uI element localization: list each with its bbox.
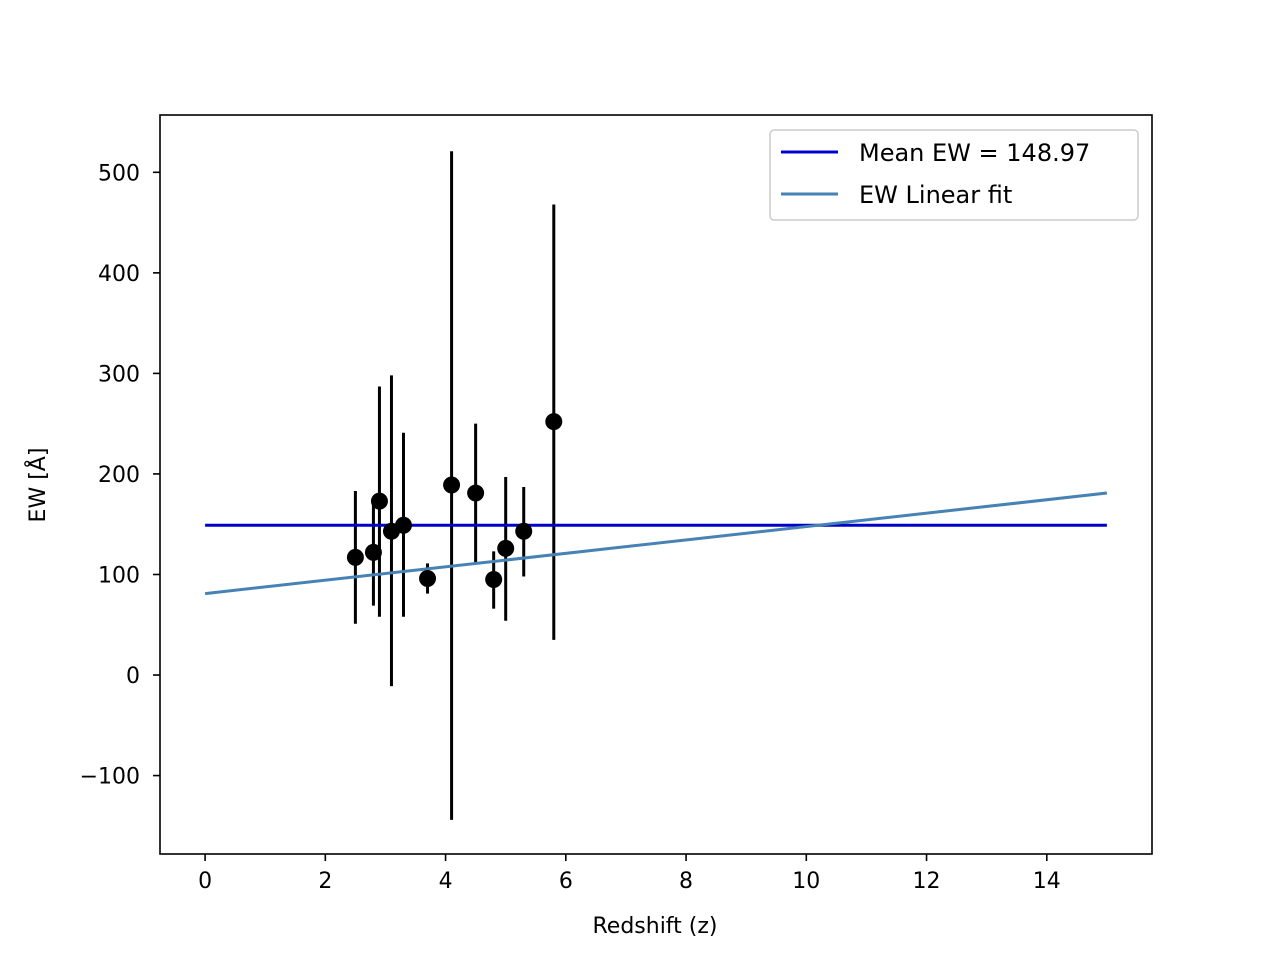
data-point (497, 539, 515, 557)
data-point (467, 484, 485, 502)
linear-fit-line (204, 491, 1108, 596)
y-tick-label: 400 (98, 262, 140, 287)
data-point (419, 570, 437, 588)
x-tick-label: 2 (318, 869, 332, 894)
y-tick-label: −100 (80, 765, 140, 790)
legend: Mean EW = 148.97 EW Linear fit (769, 129, 1139, 221)
data-point (515, 522, 533, 540)
x-tick-label: 10 (792, 869, 820, 894)
data-point (346, 548, 364, 566)
y-tick-label: 300 (98, 362, 140, 387)
x-tick-label: 0 (198, 869, 212, 894)
legend-label-mean-ew: Mean EW = 148.97 (859, 139, 1090, 167)
x-tick-label: 14 (1033, 869, 1061, 894)
x-tick-label: 4 (439, 869, 453, 894)
y-axis-label: EW [Å] (24, 448, 51, 523)
y-tick-label: 500 (98, 161, 140, 186)
x-tick-label: 12 (913, 869, 941, 894)
data-point (370, 492, 388, 510)
x-axis: 0 2 4 6 8 10 12 14 (198, 854, 1061, 894)
axes-frame (159, 114, 1153, 855)
legend-label-linear-fit: EW Linear fit (859, 181, 1012, 209)
x-tick-label: 8 (679, 869, 693, 894)
y-tick-label: 200 (98, 463, 140, 488)
x-tick-label: 6 (559, 869, 573, 894)
legend-box (769, 129, 1139, 221)
plot-area (204, 151, 1108, 820)
x-axis-label: Redshift (z) (592, 914, 717, 939)
data-point (394, 516, 412, 534)
data-point (485, 571, 503, 589)
data-point (443, 476, 461, 494)
y-tick-label: 100 (98, 563, 140, 588)
data-point (545, 413, 563, 431)
y-axis: −100 0 100 200 300 400 500 (80, 161, 160, 790)
y-tick-label: 0 (126, 664, 140, 689)
data-point (364, 543, 382, 561)
